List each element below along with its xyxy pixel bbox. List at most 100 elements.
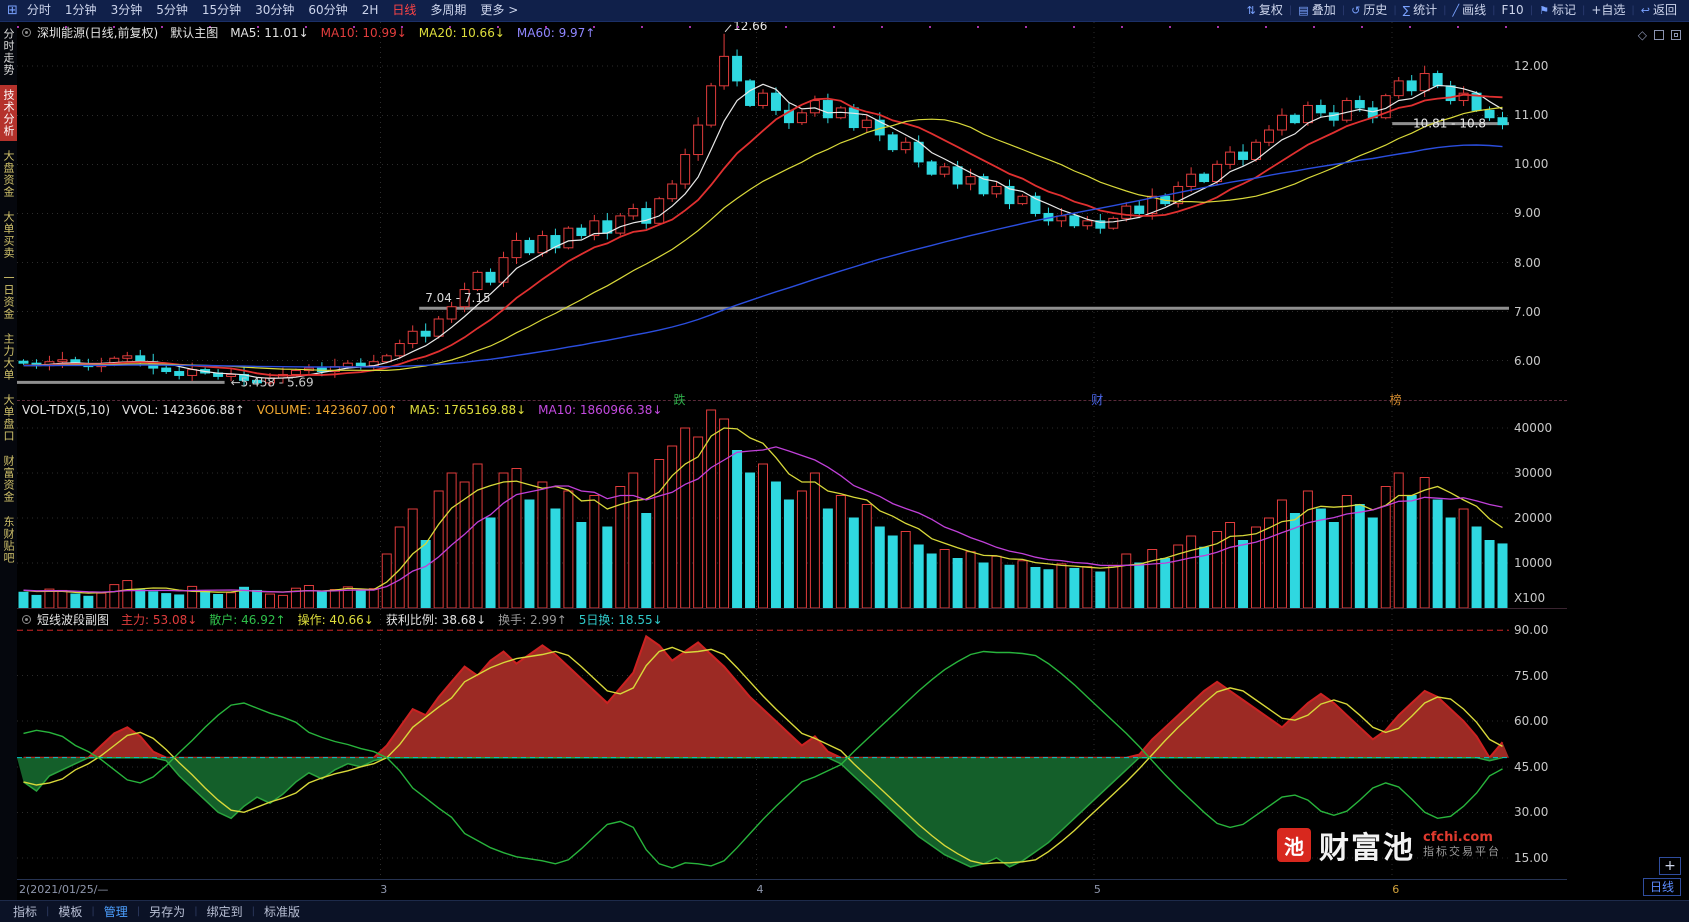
period-15min[interactable]: 15分钟	[201, 3, 242, 17]
period-3min[interactable]: 3分钟	[110, 3, 143, 17]
period-30min[interactable]: 30分钟	[255, 3, 295, 17]
status-template[interactable]: 模板	[58, 905, 83, 919]
indicator-axis-label: 15.00	[1514, 850, 1549, 865]
popout-icon[interactable]	[1671, 30, 1681, 40]
main-candlestick-chart[interactable]: 7.04 - 7.15 ←5.458 - 5.69 10.81 - 10.8 12.6…	[17, 22, 1509, 400]
bottom-status-bar: 指标 | 模板 | 管理 | 另存为 | 绑定到 | 标准版	[0, 900, 1689, 922]
sidebar-item-wealth-funds[interactable]: 财富资金	[2, 455, 15, 503]
price-axis-label: 12.00	[1514, 59, 1549, 74]
period-60min[interactable]: 60分钟	[308, 3, 348, 17]
marker-icon[interactable]: ◇	[1637, 28, 1647, 42]
price-axis-label: 6.00	[1514, 353, 1541, 368]
volume-axis-label: 20000	[1514, 511, 1553, 525]
period-2h[interactable]: 2H	[361, 3, 379, 17]
operation-value: 操作: 40.66↓	[297, 613, 374, 627]
volume-value: VOLUME: 1423607.00↑	[256, 403, 398, 417]
indicator-axis-label: 90.00	[1514, 623, 1549, 638]
main-chart-header: 深圳能源(日线,前复权) 默认主图 MA5: 11.01↓ MA10: 10.99↓ M…	[22, 24, 595, 41]
volume-chart[interactable]	[17, 401, 1509, 608]
tool-label: +自选	[1591, 3, 1626, 17]
toolbar-tools: ⇅ 复权 | ▤ 叠加 | ↺ 历史 | ∑ 统计 | ╱ 画线 | F10 | ⚑ 标记 | +自选 | ↩ 返回	[1241, 0, 1683, 21]
svg-text:12.66: 12.66	[733, 22, 767, 33]
cfchi-logo-icon: 池	[1277, 828, 1311, 862]
main-chart-preset: 默认主图	[170, 26, 219, 40]
indicator-chart[interactable]	[17, 609, 1509, 879]
tool-f10[interactable]: F10	[1496, 0, 1530, 21]
add-panel-button[interactable]: +	[1659, 857, 1681, 875]
sidebar-item-big-trades[interactable]: 大单买卖	[2, 211, 15, 259]
ma60-value: MA60: 9.97↑	[516, 25, 596, 40]
pane-window-controls: ◇	[1638, 28, 1681, 42]
main-chart-pane: 7.04 - 7.15 ←5.458 - 5.69 10.81 - 10.8 12.6…	[17, 22, 1567, 400]
price-axis-label: 9.00	[1514, 206, 1541, 221]
time-tick: 5	[1093, 883, 1101, 896]
draw-icon: ╱	[1452, 4, 1460, 17]
window-icon[interactable]	[1654, 30, 1664, 40]
volume-axis-label: 10000	[1514, 556, 1553, 570]
status-standard[interactable]: 标准版	[263, 905, 300, 919]
tool-label: 统计	[1413, 3, 1438, 17]
indicator-axis-label: 45.00	[1514, 759, 1549, 774]
period-multi[interactable]: 多周期	[430, 3, 467, 17]
tool-stats[interactable]: ∑ 统计	[1397, 0, 1443, 21]
status-manage[interactable]: 管理	[103, 905, 128, 919]
tool-label: 画线	[1462, 3, 1487, 17]
svg-text:7.04 - 7.15: 7.04 - 7.15	[425, 291, 490, 305]
pane-toggle-icon[interactable]	[22, 28, 31, 37]
main-price-axis: 12.00 11.00 10.00 9.00 8.00 7.00 6.00	[1509, 22, 1567, 400]
tool-draw[interactable]: ╱ 画线	[1447, 0, 1493, 21]
sidebar-item-main-orders[interactable]: 主力大单	[2, 333, 15, 381]
period-daily-box[interactable]: 日线	[1643, 878, 1681, 896]
time-axis-track[interactable]: 2(2021/01/25/— 3 4 5 6	[17, 880, 1509, 900]
gutter-bottom: + 日线	[1643, 857, 1681, 896]
sidebar-item-market-funds[interactable]: 大盘资金	[2, 150, 15, 198]
price-axis-label: 11.00	[1514, 108, 1549, 123]
tool-adjust[interactable]: ⇅ 复权	[1241, 0, 1289, 21]
status-bind-to[interactable]: 绑定到	[206, 905, 243, 919]
sidebar-item-time-trend[interactable]: 分时走势	[2, 28, 15, 76]
period-1min[interactable]: 1分钟	[64, 3, 97, 17]
sidebar-item-day-funds[interactable]: 一日资金	[2, 272, 15, 320]
right-gutter: ◇ + 日线	[1567, 22, 1689, 900]
svg-text:←5.458 - 5.69: ←5.458 - 5.69	[231, 375, 314, 389]
time-tick: 6	[1392, 883, 1400, 896]
sidebar-item-order-book[interactable]: 大单盘口	[2, 394, 15, 442]
tool-label: 叠加	[1311, 3, 1336, 17]
volume-axis-label: X100	[1514, 591, 1546, 605]
left-sidebar: 分时走势技术分析大盘资金大单买卖一日资金主力大单大单盘口财富资金东财贴吧	[0, 22, 17, 900]
indicator-axis: 90.00 75.00 60.00 45.00 30.00 15.00	[1509, 609, 1567, 879]
sidebar-item-tech-analysis[interactable]: 技术分析	[0, 85, 17, 141]
indicator-axis-label: 30.00	[1514, 805, 1549, 820]
tool-add-watch[interactable]: +自选	[1585, 0, 1631, 21]
period-fenshi[interactable]: 分时	[26, 3, 51, 17]
ma5-value: MA5: 11.01↓	[230, 25, 309, 40]
vol-ma10-value: MA10: 1860966.38↓	[538, 403, 663, 417]
layout-grid-icon[interactable]: ⊞	[7, 3, 18, 18]
mark-icon: ⚑	[1539, 4, 1549, 17]
svg-text:10.81 - 10.8: 10.81 - 10.8	[1413, 117, 1486, 131]
vol-indicator-name: VOL-TDX(5,10)	[22, 403, 111, 417]
period-5min[interactable]: 5分钟	[156, 3, 188, 17]
overlay-icon: ▤	[1298, 4, 1309, 17]
watermark-domain: cfchi.com	[1423, 830, 1493, 846]
indicator-axis-label: 75.00	[1514, 668, 1549, 683]
volume-pane: 跌财榜 40000 30000 20000 10000 X100 VOL-TDX(5,1…	[17, 393, 1567, 608]
volume-axis-label: 40000	[1514, 421, 1553, 435]
period-daily[interactable]: 日线	[392, 3, 417, 17]
tool-overlay[interactable]: ▤ 叠加	[1292, 0, 1341, 21]
pane-toggle-icon[interactable]	[22, 615, 31, 624]
turnover5-value: 5日换: 18.55↓	[578, 613, 663, 627]
tool-history[interactable]: ↺ 历史	[1345, 0, 1393, 21]
stats-icon: ∑	[1402, 4, 1411, 17]
tool-label: F10	[1501, 3, 1524, 17]
tool-mark[interactable]: ⚑ 标记	[1533, 0, 1582, 21]
period-more[interactable]: 更多 >	[480, 3, 519, 17]
tool-back[interactable]: ↩ 返回	[1635, 0, 1683, 21]
vvol-value: VVOL: 1423606.88↑	[122, 403, 245, 417]
retail-value: 散户: 46.92↑	[209, 613, 286, 627]
status-save-as[interactable]: 另存为	[149, 905, 186, 919]
status-indicator[interactable]: 指标	[13, 905, 38, 919]
sidebar-item-east-forum[interactable]: 东财贴吧	[2, 516, 15, 564]
indicator-axis-label: 60.00	[1514, 714, 1549, 729]
